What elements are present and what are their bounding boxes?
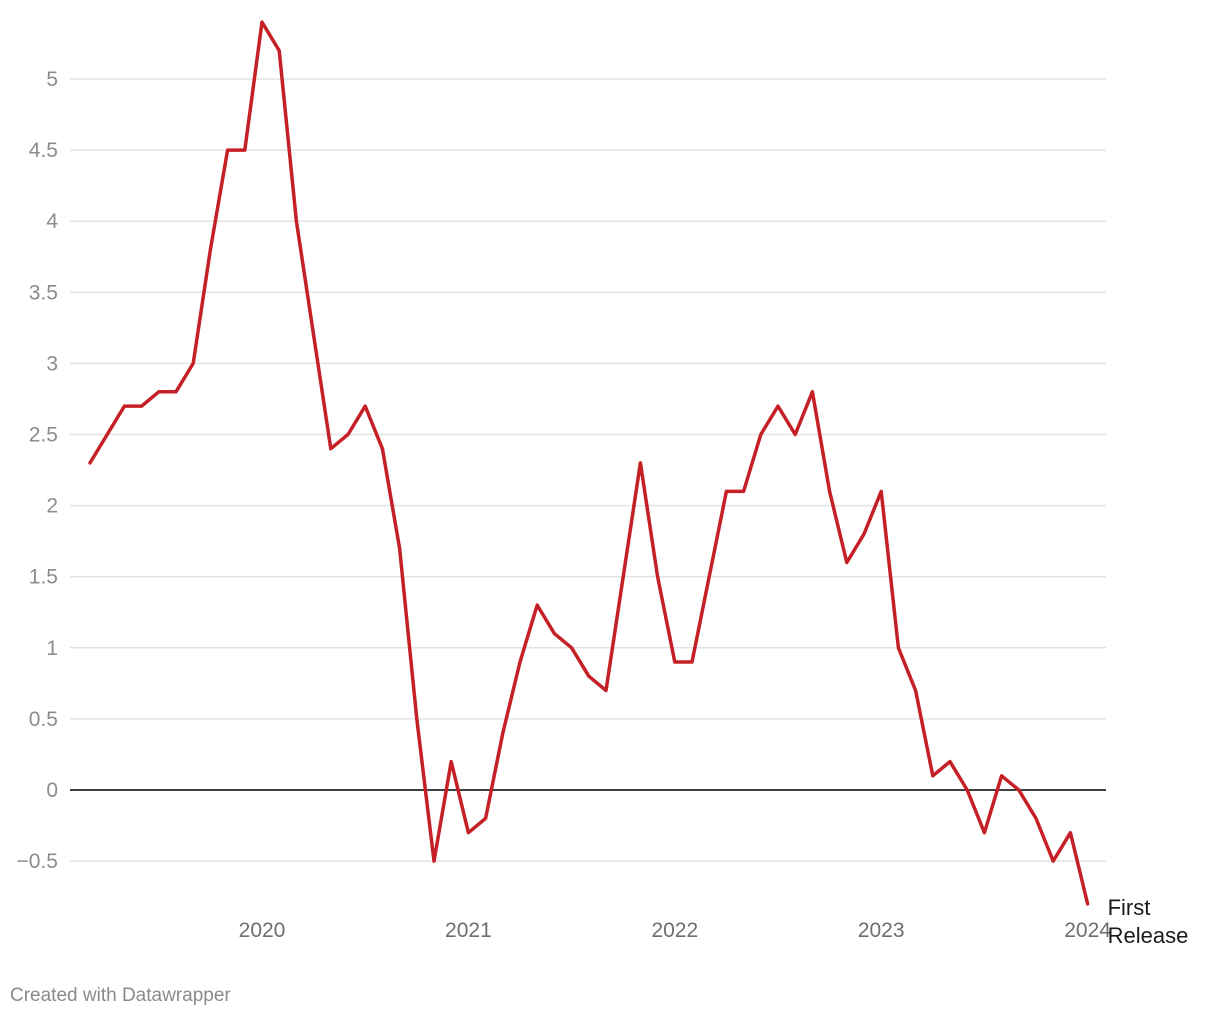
- y-tick-label: 1: [46, 637, 58, 660]
- data-point: [415, 717, 419, 721]
- data-point: [208, 248, 212, 252]
- series-layer: First Release: [88, 20, 1188, 948]
- series-label-line: Release: [1108, 923, 1189, 948]
- credit-text: Created with Datawrapper: [10, 985, 231, 1006]
- y-tick-label: 2: [46, 495, 58, 518]
- data-point: [380, 447, 384, 451]
- data-point: [828, 489, 832, 493]
- y-tick-label: 3: [46, 352, 58, 375]
- data-point: [294, 219, 298, 223]
- y-tick-label: 5: [46, 68, 58, 91]
- data-point: [484, 816, 488, 820]
- data-point: [466, 831, 470, 835]
- data-point: [243, 148, 247, 152]
- data-point: [931, 774, 935, 778]
- data-point: [432, 859, 436, 863]
- x-tick-label: 2024: [1064, 919, 1111, 942]
- data-point: [140, 404, 144, 408]
- y-tick-label: 0.5: [29, 708, 58, 731]
- data-point: [1034, 816, 1038, 820]
- data-point: [1068, 831, 1072, 835]
- x-tick-label: 2023: [858, 919, 905, 942]
- data-point: [656, 575, 660, 579]
- y-tick-label: 2.5: [29, 424, 58, 447]
- data-point: [449, 760, 453, 764]
- x-tick-label: 2022: [651, 919, 698, 942]
- data-point: [174, 390, 178, 394]
- data-point: [1051, 859, 1055, 863]
- data-point: [312, 333, 316, 337]
- data-point: [724, 489, 728, 493]
- data-point: [226, 148, 230, 152]
- data-point: [742, 489, 746, 493]
- data-point: [776, 404, 780, 408]
- data-point: [518, 660, 522, 664]
- data-point: [793, 433, 797, 437]
- data-point: [363, 404, 367, 408]
- gridlines: [70, 78, 1106, 862]
- data-point: [896, 646, 900, 650]
- y-tick-label: 0: [46, 779, 58, 802]
- y-tick-label: 4.5: [29, 139, 58, 162]
- data-point: [191, 361, 195, 365]
- data-point: [88, 461, 92, 465]
- data-point: [638, 461, 642, 465]
- data-point: [535, 603, 539, 607]
- data-point: [707, 575, 711, 579]
- y-tick-label: 4: [46, 210, 58, 233]
- data-point: [1086, 902, 1090, 906]
- y-tick-label: 3.5: [29, 281, 58, 304]
- y-axis-ticks: 5 4.5 4 3.5 3 2.5 2 1.5 1 0.5 0 −0.5: [17, 68, 59, 873]
- data-point: [914, 688, 918, 692]
- data-point: [690, 660, 694, 664]
- data-point: [604, 688, 608, 692]
- data-point: [122, 404, 126, 408]
- data-point: [398, 546, 402, 550]
- y-tick-label: 1.5: [29, 566, 58, 589]
- line-chart: 54.543.532.521.510.50−0.5 2020 2021 2022 20…: [17, 20, 1188, 948]
- data-point: [277, 49, 281, 53]
- data-point: [260, 20, 264, 24]
- data-point: [759, 433, 763, 437]
- data-point: [965, 788, 969, 792]
- data-point: [587, 674, 591, 678]
- data-point: [1000, 774, 1004, 778]
- data-point: [810, 390, 814, 394]
- data-point: [157, 390, 161, 394]
- data-point: [673, 660, 677, 664]
- series-line: [88, 20, 1090, 906]
- x-axis-ticks: 2020 2021 2022 2023 2024: [239, 919, 1112, 942]
- x-tick-label: 2021: [445, 919, 492, 942]
- data-point: [552, 632, 556, 636]
- y-tick-label: −0.5: [17, 850, 58, 873]
- data-point: [948, 760, 952, 764]
- x-tick-label: 2020: [239, 919, 286, 942]
- data-point: [570, 646, 574, 650]
- data-point: [329, 447, 333, 451]
- data-point: [845, 560, 849, 564]
- data-point: [621, 575, 625, 579]
- data-point: [862, 532, 866, 536]
- series-label: First Release: [1108, 895, 1189, 948]
- data-point: [879, 489, 883, 493]
- data-point: [105, 433, 109, 437]
- data-point: [501, 731, 505, 735]
- data-point: [346, 433, 350, 437]
- series-label-line: First: [1108, 895, 1151, 920]
- data-point: [1017, 788, 1021, 792]
- data-point: [982, 831, 986, 835]
